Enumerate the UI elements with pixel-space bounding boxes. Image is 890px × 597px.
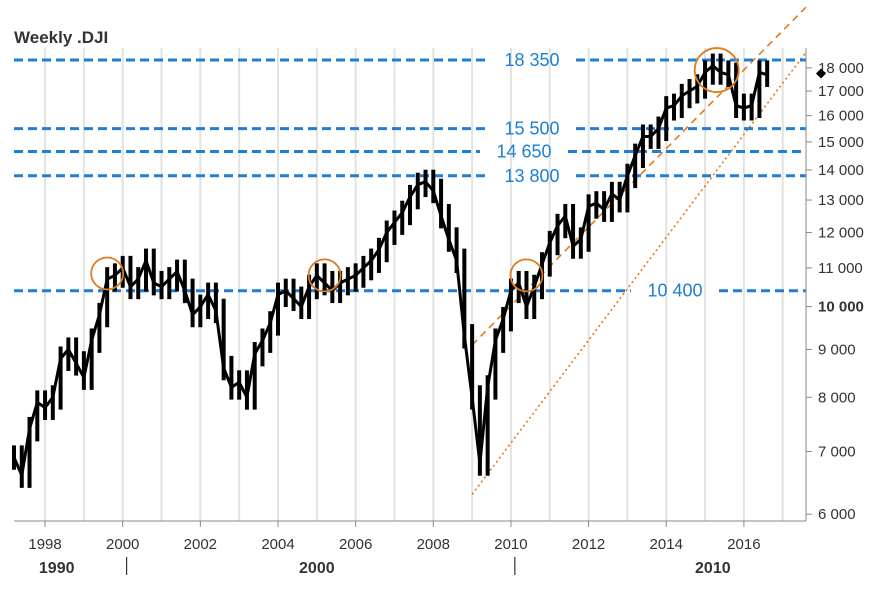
y-tick-label: 12 000	[818, 225, 864, 242]
level-label: 18 350	[504, 50, 559, 70]
y-tick-label: 18 000	[818, 60, 864, 77]
level-label: 15 500	[504, 119, 559, 139]
x-tick-label: 2002	[184, 536, 217, 553]
level-label: 13 800	[504, 166, 559, 186]
y-tick-label: 17 000	[818, 83, 864, 100]
highlight-circles	[90, 47, 740, 293]
x-tick-label: 2010	[494, 536, 527, 553]
y-tick-label: 7 000	[818, 444, 856, 461]
x-tick-label: 2012	[572, 536, 605, 553]
trend-channel	[471, 6, 807, 495]
y-tick-label: 14 000	[818, 162, 864, 179]
highlight-circle	[509, 258, 544, 293]
x-tick-label: 2000	[106, 536, 139, 553]
y-tick-label: 10 000	[818, 299, 864, 316]
highlight-circle	[693, 47, 740, 93]
level-label: 14 650	[496, 141, 551, 161]
y-tick-label: 9 000	[818, 341, 856, 358]
y-tick-label: 16 000	[818, 108, 864, 125]
x-tick-label: 2014	[650, 536, 683, 553]
y-tick-label: 13 000	[818, 192, 864, 209]
x-tick-label: 1998	[28, 536, 61, 553]
y-tick-label: 8 000	[818, 389, 856, 406]
decade-label: 1990	[39, 560, 75, 577]
y-tick-label: 6 000	[818, 506, 856, 523]
channel-lower-line	[471, 51, 807, 495]
highlight-circle	[90, 256, 125, 291]
x-tick-label: 2006	[339, 536, 372, 553]
price-line	[12, 64, 768, 477]
y-tick-label: 15 000	[818, 134, 864, 151]
price-series	[12, 53, 770, 488]
x-tick-label: 2008	[417, 536, 450, 553]
chart-title: Weekly .DJI	[14, 28, 109, 47]
axes: 6 000 7 000 8 000 9 000 10 000 11 000 12 000 13…	[14, 48, 864, 577]
x-tick-label: 2016	[727, 536, 760, 553]
last-value-marker	[816, 68, 826, 79]
y-tick-label: 11 000	[818, 260, 863, 277]
decade-label: 2000	[299, 560, 335, 577]
decade-label: 2010	[695, 560, 731, 577]
x-tick-label: 2004	[261, 536, 294, 553]
highlight-circle	[307, 258, 342, 293]
level-label: 10 400	[647, 281, 702, 301]
